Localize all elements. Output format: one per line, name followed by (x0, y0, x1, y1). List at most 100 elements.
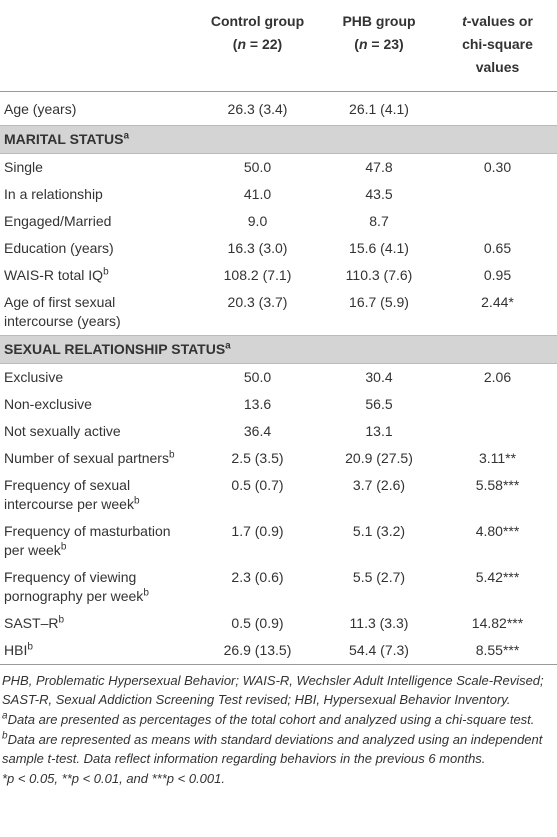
value-cell: 3.11** (438, 445, 557, 472)
table-row: MARITAL STATUSa (0, 125, 557, 154)
header-cell: t-values or chi-square values (438, 0, 557, 92)
value-cell: 30.4 (320, 364, 438, 392)
value-cell: 3.7 (2.6) (320, 472, 438, 518)
value-cell (438, 181, 557, 208)
value-cell: 13.6 (195, 391, 320, 418)
table-row: Single 50.0 47.8 0.30 (0, 154, 557, 182)
footnote: aData are presented as percentages of th… (2, 710, 555, 729)
cell-value: 30.4 (365, 369, 393, 385)
table-row: Frequency of masturbation per weekb 1.7 (0… (0, 518, 557, 564)
label-text: Education (years) (4, 240, 114, 256)
row-label: Frequency of sexual intercourse per weekb (0, 472, 195, 518)
value-cell: 26.3 (3.4) (195, 92, 320, 126)
cell-value: 0.65 (483, 240, 512, 256)
label-text: Single (4, 159, 43, 175)
cell-value: 5.5 (2.7) (352, 569, 406, 585)
row-label: WAIS-R total IQb (0, 262, 195, 289)
cell-value: 50.0 (243, 159, 272, 175)
row-label: Education (years) (0, 235, 195, 262)
value-cell: 2.44* (438, 289, 557, 336)
cell-value: 110.3 (7.6) (345, 267, 413, 283)
cell-value: 5.1 (3.2) (352, 523, 406, 539)
cell-value: 13.1 (365, 423, 393, 439)
value-cell: 2.5 (3.5) (195, 445, 320, 472)
row-label: Number of sexual partnersb (0, 445, 195, 472)
section-title: SEXUAL RELATIONSHIP STATUS (4, 341, 226, 357)
table-row: Education (years) 16.3 (3.0) 15.6 (4.1) 0.6… (0, 235, 557, 262)
footnote-mark: b (58, 614, 65, 626)
row-label: In a relationship (0, 181, 195, 208)
value-cell: 26.1 (4.1) (320, 92, 438, 126)
table-row: Frequency of sexual intercourse per weekb… (0, 472, 557, 518)
label-text: Frequency of masturbation (4, 523, 171, 539)
value-cell: 1.7 (0.9) (195, 518, 320, 564)
cell-value: 2.3 (0.6) (231, 569, 284, 585)
value-cell: 50.0 (195, 364, 320, 392)
table-body: Age (years) 26.3 (3.4) 26.1 (4.1) MARITAL S… (0, 92, 557, 665)
footnote-mark: a (2, 710, 8, 722)
cell-value: 43.5 (365, 186, 393, 202)
row-label: Exclusive (0, 364, 195, 392)
value-cell: 8.55*** (438, 637, 557, 665)
label-text: intercourse per week (4, 496, 134, 512)
table-row: HBIb 26.9 (13.5) 54.4 (7.3) 8.55*** (0, 637, 557, 665)
footnote-text: PHB, Problematic Hypersexual Behavior; W… (2, 673, 544, 707)
footnote-mark: b (133, 495, 140, 507)
header-text: t (462, 13, 467, 29)
value-cell: 110.3 (7.6) (320, 262, 438, 289)
cell-value: 26.3 (3.4) (227, 101, 288, 117)
value-cell: 0.30 (438, 154, 557, 182)
label-text: Exclusive (4, 369, 64, 385)
value-cell: 26.9 (13.5) (195, 637, 320, 665)
cell-value: 41.0 (243, 186, 272, 202)
label-text: intercourse (years) (4, 313, 121, 329)
cell-value: 14.82*** (471, 615, 524, 631)
header-cell (0, 0, 195, 92)
value-cell: 14.82*** (438, 610, 557, 637)
label-text: Non-exclusive (4, 396, 92, 412)
header-text: = 22) (246, 36, 283, 52)
section-title: MARITAL STATUS (4, 131, 124, 147)
footnote: bData are represented as means with stan… (2, 730, 555, 768)
row-label: Non-exclusive (0, 391, 195, 418)
table-row: Exclusive 50.0 30.4 2.06 (0, 364, 557, 392)
value-cell (438, 418, 557, 445)
label-text: SAST–R (4, 615, 59, 631)
cell-value: 2.06 (483, 369, 512, 385)
label-text: Number of sexual partners (4, 450, 169, 466)
cell-value: 5.58*** (475, 477, 520, 493)
label-text: Frequency of sexual (4, 477, 131, 493)
footnote-mark: b (2, 730, 8, 742)
cell-value: 16.3 (3.0) (227, 240, 288, 256)
row-label: Frequency of masturbation per weekb (0, 518, 195, 564)
cell-value: 47.8 (365, 159, 393, 175)
cell-value: 1.7 (0.9) (231, 523, 284, 539)
data-table: Control group (n = 22) PHB group (n = 23) t-… (0, 0, 557, 665)
row-label: Single (0, 154, 195, 182)
header-text: n (358, 36, 368, 52)
value-cell: 41.0 (195, 181, 320, 208)
cell-value: 13.6 (243, 396, 272, 412)
value-cell: 9.0 (195, 208, 320, 235)
footnote: PHB, Problematic Hypersexual Behavior; W… (2, 671, 555, 709)
value-cell: 16.3 (3.0) (195, 235, 320, 262)
value-cell: 5.5 (2.7) (320, 564, 438, 610)
value-cell (438, 208, 557, 235)
row-label: Age (years) (0, 92, 195, 126)
cell-value: 0.5 (0.9) (231, 615, 284, 631)
table-row: Age (years) 26.3 (3.4) 26.1 (4.1) (0, 92, 557, 126)
label-text: Engaged/Married (4, 213, 112, 229)
value-cell: 20.9 (27.5) (320, 445, 438, 472)
label-text: HBI (4, 642, 28, 658)
table-row: Age of first sexual intercourse (years) 20… (0, 289, 557, 336)
row-label: Not sexually active (0, 418, 195, 445)
row-label: Age of first sexual intercourse (years) (0, 289, 195, 336)
cell-value: 108.2 (7.1) (223, 267, 292, 283)
value-cell (438, 92, 557, 126)
value-cell: 15.6 (4.1) (320, 235, 438, 262)
cell-value: 16.7 (5.9) (349, 294, 409, 310)
footnote-mark: b (168, 449, 175, 461)
cell-value: 9.0 (247, 213, 268, 229)
value-cell: 0.5 (0.9) (195, 610, 320, 637)
cell-value: 20.3 (3.7) (227, 294, 288, 310)
